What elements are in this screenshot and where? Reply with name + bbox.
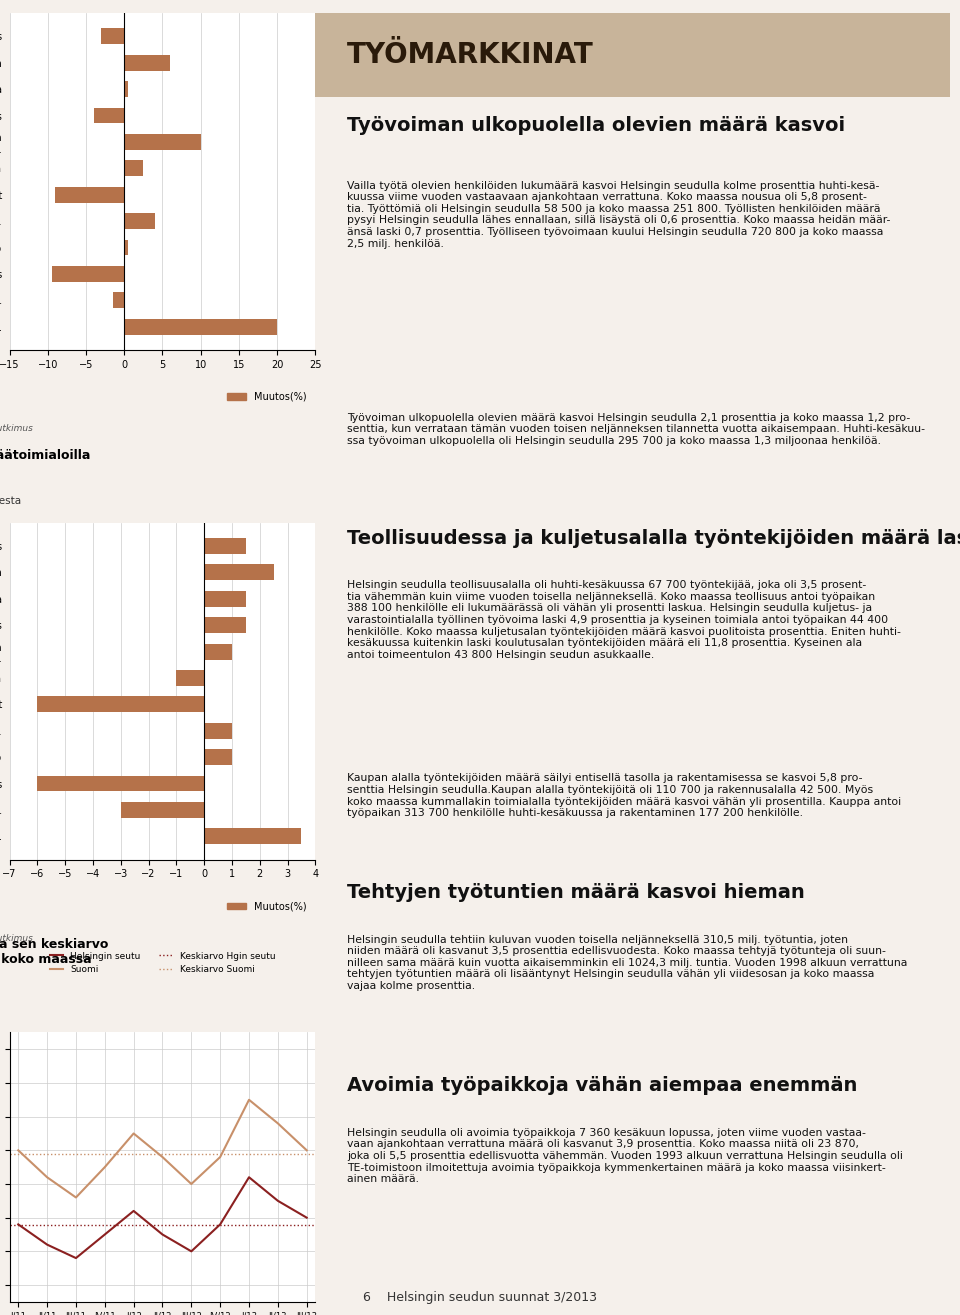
Text: Tehtyjen työtuntien määrä kasvoi hieman: Tehtyjen työtuntien määrä kasvoi hieman <box>348 884 804 902</box>
Legend: Muutos(%): Muutos(%) <box>223 388 310 405</box>
Bar <box>102 29 124 45</box>
Bar <box>124 160 143 176</box>
Bar <box>112 292 124 308</box>
Text: Kaupan alalla työntekijöiden määrä säilyi entisellä tasolla ja rakentamisessa se: Kaupan alalla työntekijöiden määrä säily… <box>348 773 901 818</box>
Bar <box>56 187 124 203</box>
Suomi <box>128 1126 139 1141</box>
Bar <box>124 82 128 97</box>
Bar <box>177 671 204 686</box>
Text: Työllinen työvoima päätoimialoilla
Suomessa, II/2013: Työllinen työvoima päätoimialoilla Suome… <box>0 448 90 477</box>
Helsingin seutu <box>70 1251 82 1266</box>
Bar <box>204 750 232 765</box>
Text: Vailla työtä olevien henkilöiden lukumäärä kasvoi Helsingin seudulla kolme prose: Vailla työtä olevien henkilöiden lukumää… <box>348 180 891 249</box>
Legend: Helsingin seutu, Suomi, Keskiarvo Hgin seutu, Keskiarvo Suomi: Helsingin seutu, Suomi, Keskiarvo Hgin s… <box>46 948 279 978</box>
Text: Työttömyysaste (%) ja sen keskiarvo
Helsingin seudulla ja koko maassa: Työttömyysaste (%) ja sen keskiarvo Hels… <box>0 938 108 967</box>
Text: 6    Helsingin seudun suunnat 3/2013: 6 Helsingin seudun suunnat 3/2013 <box>363 1291 597 1304</box>
Bar <box>204 723 232 739</box>
Text: Lähde: Tilastokeskus, työvoimatutkimus: Lähde: Tilastokeskus, työvoimatutkimus <box>0 934 33 943</box>
Bar <box>124 318 277 334</box>
Text: Työvoiman ulkopuolella olevien määrä kasvoi: Työvoiman ulkopuolella olevien määrä kas… <box>348 116 845 135</box>
Helsingin seutu <box>300 1210 312 1226</box>
Bar <box>204 538 246 554</box>
Bar <box>37 776 204 792</box>
Suomi <box>12 1143 24 1159</box>
Bar <box>204 828 301 844</box>
Bar <box>124 213 155 229</box>
Line: Suomi: Suomi <box>18 1099 306 1198</box>
Helsingin seutu <box>156 1227 168 1243</box>
Bar <box>204 643 232 660</box>
Text: Helsingin seudulla teollisuusalalla oli huhti-kesäkuussa 67 700 työntekijää, jok: Helsingin seudulla teollisuusalalla oli … <box>348 580 901 660</box>
Line: Helsingin seutu: Helsingin seutu <box>18 1177 306 1258</box>
Text: Lähde: Tilastokeskus, työvoimatutkimus: Lähde: Tilastokeskus, työvoimatutkimus <box>0 423 33 433</box>
Keskiarvo Hgin seutu <box>41 1218 53 1233</box>
Helsingin seutu <box>185 1244 197 1260</box>
Suomi <box>156 1149 168 1165</box>
Text: Avoimia työpaikkoja vähän aiempaa enemmän: Avoimia työpaikkoja vähän aiempaa enemmä… <box>348 1076 857 1095</box>
Suomi <box>185 1176 197 1191</box>
Text: Työvoiman ulkopuolella olevien määrä kasvoi Helsingin seudulla 2,1 prosenttia ja: Työvoiman ulkopuolella olevien määrä kas… <box>348 413 925 446</box>
Legend: Muutos(%): Muutos(%) <box>223 898 310 915</box>
Helsingin seutu <box>243 1169 254 1185</box>
Text: Helsingin seudulla oli avoimia työpaikkoja 7 360 kesäkuun lopussa, joten viime v: Helsingin seudulla oli avoimia työpaikko… <box>348 1128 903 1185</box>
Bar <box>124 55 170 71</box>
Bar <box>94 108 124 124</box>
Helsingin seutu <box>128 1203 139 1219</box>
Bar <box>124 134 201 150</box>
Bar <box>37 697 204 713</box>
FancyBboxPatch shape <box>315 13 950 97</box>
Suomi <box>41 1169 53 1185</box>
Suomi <box>243 1091 254 1107</box>
Helsingin seutu <box>99 1227 110 1243</box>
Text: Muutos (%) edellisestä vuodesta: Muutos (%) edellisestä vuodesta <box>0 496 21 506</box>
Bar <box>121 802 204 818</box>
Bar <box>204 617 246 633</box>
Suomi <box>99 1160 110 1176</box>
Text: TYÖMARKKINAT: TYÖMARKKINAT <box>348 41 594 68</box>
Bar <box>124 239 128 255</box>
Suomi <box>70 1190 82 1206</box>
Bar <box>52 266 124 281</box>
Suomi <box>214 1149 226 1165</box>
Helsingin seutu <box>272 1193 283 1208</box>
Keskiarvo Hgin seutu <box>12 1218 24 1233</box>
Suomi <box>300 1143 312 1159</box>
Helsingin seutu <box>12 1216 24 1232</box>
Bar <box>204 590 246 606</box>
Bar <box>204 564 274 580</box>
Keskiarvo Suomi <box>41 1147 53 1162</box>
Text: Helsingin seudulla tehtiin kuluvan vuoden toisella neljänneksellä 310,5 milj. ty: Helsingin seudulla tehtiin kuluvan vuode… <box>348 935 907 992</box>
Keskiarvo Suomi <box>12 1147 24 1162</box>
Suomi <box>272 1115 283 1131</box>
Text: Teollisuudessa ja kuljetusalalla työntekijöiden määrä laski: Teollisuudessa ja kuljetusalalla työntek… <box>348 529 960 547</box>
Helsingin seutu <box>214 1216 226 1232</box>
Helsingin seutu <box>41 1236 53 1252</box>
